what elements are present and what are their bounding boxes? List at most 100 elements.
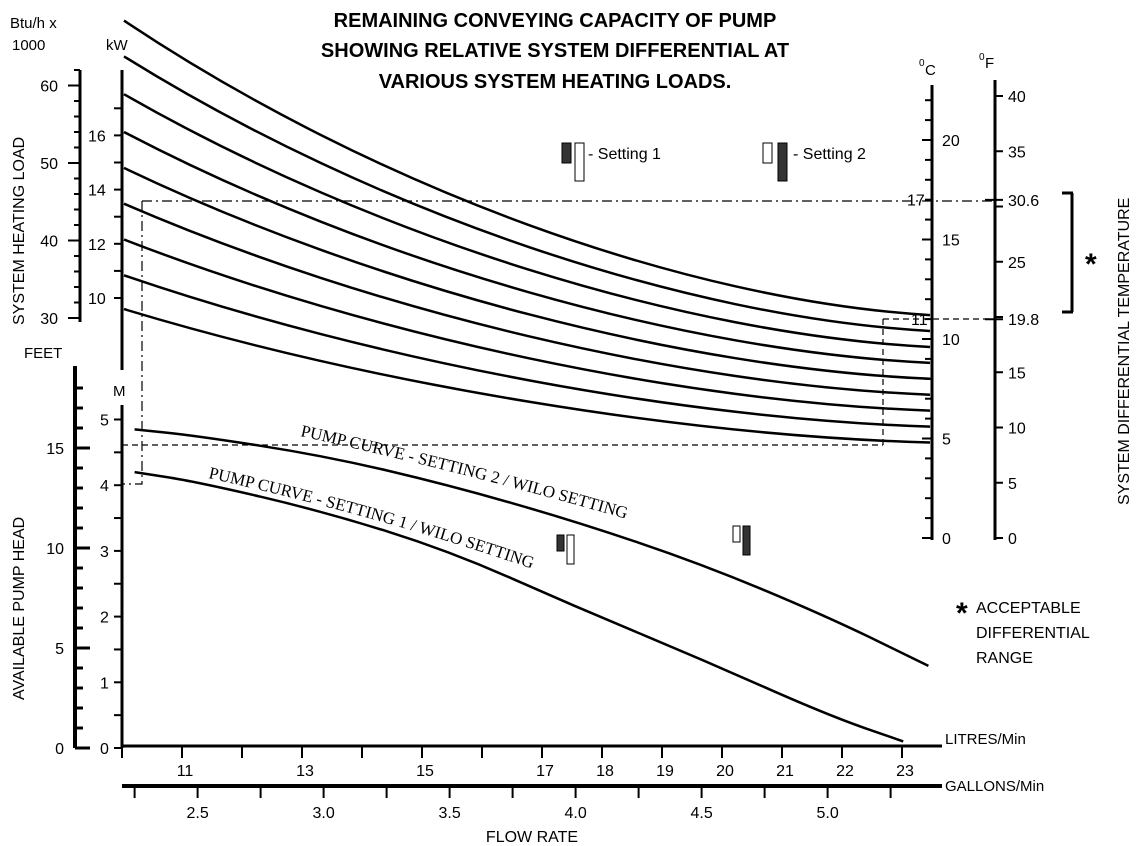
fahrenheit-tick-label: 5 — [1008, 476, 1017, 493]
celsius-unit: C — [925, 62, 936, 79]
setting-2-icon — [762, 142, 788, 182]
litres-axis-label: LITRES/Min — [945, 731, 1026, 748]
feet-tick-label: 5 — [55, 641, 64, 658]
fahrenheit-tick-label: 25 — [1008, 255, 1026, 272]
fahrenheit-tick-label: 19.8 — [1008, 312, 1039, 329]
differential-curve-17kw — [123, 19, 931, 317]
legend-setting-2: - Setting 2 — [762, 142, 866, 182]
m-tick-label: 2 — [100, 610, 109, 627]
litres-tick-label: 18 — [596, 763, 614, 780]
flow-rate-axis-label: FLOW RATE — [486, 829, 578, 846]
gallons-tick-label: 4.0 — [564, 805, 586, 822]
legend-setting-2-label: - Setting 2 — [793, 146, 866, 163]
differential-axis-label: SYSTEM DIFFERENTIAL TEMPERATURE — [1116, 198, 1133, 505]
differential-curve-15kw — [123, 93, 931, 349]
gallons-axis-label: GALLONS/Min — [945, 778, 1044, 795]
differential-curve-11kw — [123, 238, 931, 412]
btu-unit-line-2: 1000 — [12, 37, 45, 54]
chart-title: REMAINING CONVEYING CAPACITY OF PUMP SHO… — [321, 10, 789, 93]
celsius-degree-mark: 0 — [919, 58, 925, 69]
m-ticks: 0 1 2 3 4 5 — [100, 413, 122, 758]
celsius-ticks: 0 5 10 11 15 17 20 — [907, 99, 960, 548]
differential-curves — [123, 19, 931, 444]
litres-ticks: 11 13 15 17 18 19 20 21 22 23 — [121, 746, 914, 780]
fahrenheit-tick-label: 40 — [1008, 89, 1026, 106]
fahrenheit-tick-label: 0 — [1008, 531, 1017, 548]
gallons-tick-label: 2.5 — [186, 805, 208, 822]
feet-tick-label: 15 — [46, 441, 64, 458]
note-star: * — [956, 597, 968, 630]
gallons-tick-label: 3.5 — [438, 805, 460, 822]
feet-tick-label: 0 — [55, 741, 64, 758]
bracket-star: * — [1085, 248, 1097, 281]
btu-tick-label: 30 — [40, 311, 58, 328]
celsius-tick-label: 11 — [911, 312, 928, 329]
gallons-tick-label: 3.0 — [312, 805, 334, 822]
curve-2-setting-icon — [732, 525, 751, 556]
btu-unit-line-1: Btu/h x — [10, 15, 57, 32]
litres-tick-label: 21 — [776, 763, 794, 780]
celsius-tick-label: 10 — [942, 332, 960, 349]
note-line-2: DIFFERENTIAL — [976, 625, 1090, 642]
note-line-3: RANGE — [976, 650, 1033, 667]
btu-tick-label: 40 — [40, 234, 58, 251]
litres-tick-label: 11 — [177, 763, 194, 780]
fahrenheit-tick-label: 10 — [1008, 421, 1026, 438]
gallons-ticks: 2.5 3.0 3.5 4.0 4.5 5.0 — [133, 786, 892, 822]
differential-curve-12kw — [123, 202, 931, 396]
m-unit: M — [113, 383, 126, 400]
differential-curve-13kw — [123, 166, 931, 381]
btu-ticks: 30 40 50 60 — [40, 69, 80, 328]
legend-setting-1: - Setting 1 — [561, 142, 661, 182]
litres-tick-label: 19 — [656, 763, 674, 780]
feet-unit: FEET — [24, 345, 62, 362]
legend-setting-1-label: - Setting 1 — [588, 146, 661, 163]
fahrenheit-unit: F — [985, 55, 994, 72]
celsius-tick-label: 0 — [942, 531, 951, 548]
m-tick-label: 0 — [100, 741, 109, 758]
title-line-1: REMAINING CONVEYING CAPACITY OF PUMP — [334, 10, 777, 32]
differential-curve-9kw — [123, 307, 931, 444]
litres-tick-label: 23 — [896, 763, 914, 780]
celsius-tick-label: 5 — [942, 432, 951, 449]
acceptable-range-bracket — [1062, 191, 1074, 314]
fahrenheit-tick-label: 35 — [1008, 144, 1026, 161]
note-line-1: ACCEPTABLE — [976, 600, 1081, 617]
litres-tick-label: 20 — [716, 763, 734, 780]
kw-ticks: 10 12 14 16 — [88, 107, 122, 308]
differential-curve-14kw — [123, 130, 931, 365]
ref-line-4m-vertical — [122, 201, 143, 485]
btu-tick-label: 60 — [40, 79, 58, 96]
kw-tick-label: 14 — [88, 183, 106, 200]
title-line-2: SHOWING RELATIVE SYSTEM DIFFERENTIAL AT — [321, 40, 789, 62]
pump-curve-setting-1 — [134, 470, 904, 743]
pump-head-axis-label: AVAILABLE PUMP HEAD — [11, 517, 28, 700]
litres-tick-label: 22 — [836, 763, 854, 780]
m-tick-label: 3 — [100, 544, 109, 561]
fahrenheit-tick-label: 15 — [1008, 365, 1026, 382]
pump-curve-setting-2 — [134, 428, 929, 668]
title-line-3: VARIOUS SYSTEM HEATING LOADS. — [379, 71, 732, 93]
fahrenheit-degree-mark: 0 — [979, 52, 985, 63]
kw-tick-label: 10 — [88, 291, 106, 308]
celsius-tick-label: 15 — [942, 233, 960, 250]
litres-tick-label: 15 — [416, 763, 434, 780]
acceptable-range-note: * ACCEPTABLE DIFFERENTIAL RANGE — [956, 597, 1090, 667]
pump-curves — [134, 428, 929, 743]
litres-tick-label: 13 — [296, 763, 314, 780]
differential-curve-16kw — [123, 55, 931, 333]
curve-1-setting-icon — [556, 534, 575, 565]
fahrenheit-ticks: 0 5 10 15 19.8 25 30.6 35 40 — [985, 89, 1039, 548]
kw-unit: kW — [106, 37, 129, 54]
heating-load-axis-label: SYSTEM HEATING LOAD — [11, 137, 28, 325]
feet-ticks: 0 5 10 15 — [46, 386, 90, 758]
btu-tick-label: 50 — [40, 156, 58, 173]
celsius-tick-label: 20 — [942, 133, 960, 150]
kw-tick-label: 16 — [88, 128, 106, 145]
fahrenheit-tick-label: 30.6 — [1008, 193, 1039, 210]
m-tick-label: 4 — [100, 478, 109, 495]
m-tick-label: 5 — [100, 413, 109, 430]
gallons-tick-label: 5.0 — [816, 805, 838, 822]
kw-tick-label: 12 — [88, 237, 106, 254]
